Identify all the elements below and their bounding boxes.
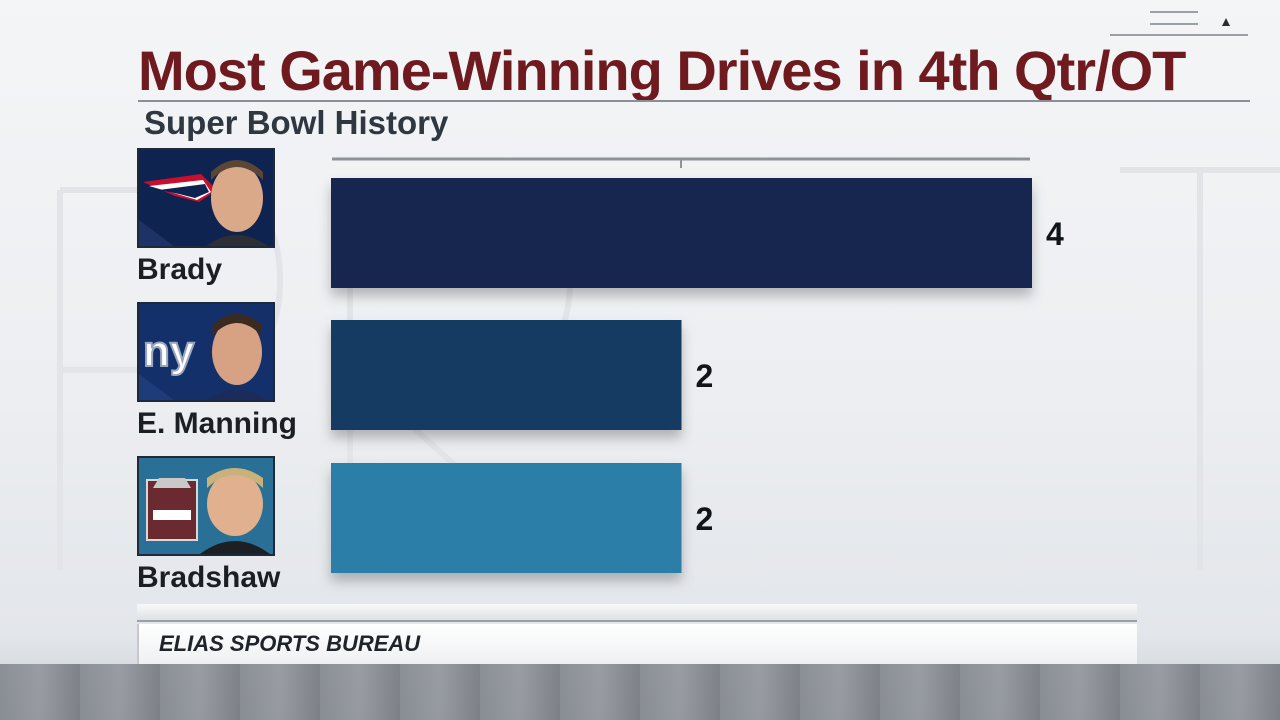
giants-ny-logo: ny (139, 304, 273, 400)
bar-brady (331, 178, 1032, 288)
title-divider (138, 100, 1250, 102)
chart-subtitle: Super Bowl History (144, 104, 449, 141)
player-photo-brady (137, 148, 275, 248)
player-name: Brady (137, 253, 223, 286)
svg-text:ny: ny (143, 327, 195, 376)
bar-bradshaw (331, 463, 682, 573)
bar-value-label: 4 (1046, 216, 1064, 252)
bar-e-manning (331, 320, 682, 430)
source-label: ELIAS SPORTS BUREAU (159, 631, 421, 656)
menu-lines-icon (1110, 11, 1248, 36)
footer-divider (137, 604, 1137, 622)
player-name: E. Manning (137, 407, 297, 440)
player-name: Bradshaw (137, 561, 281, 594)
patriots-logo (139, 150, 273, 246)
source-bar: ELIAS SPORTS BUREAU (137, 624, 1137, 664)
bar-value-label: 2 (696, 358, 714, 394)
player-photo-manning: ny (137, 302, 275, 402)
player-photo-bradshaw (137, 456, 275, 556)
background-floor (0, 664, 1280, 720)
hall-of-fame-logo (139, 458, 273, 554)
chart-title: Most Game-Winning Drives in 4th Qtr/OT (138, 39, 1186, 102)
bar-value-label: 2 (696, 501, 714, 537)
